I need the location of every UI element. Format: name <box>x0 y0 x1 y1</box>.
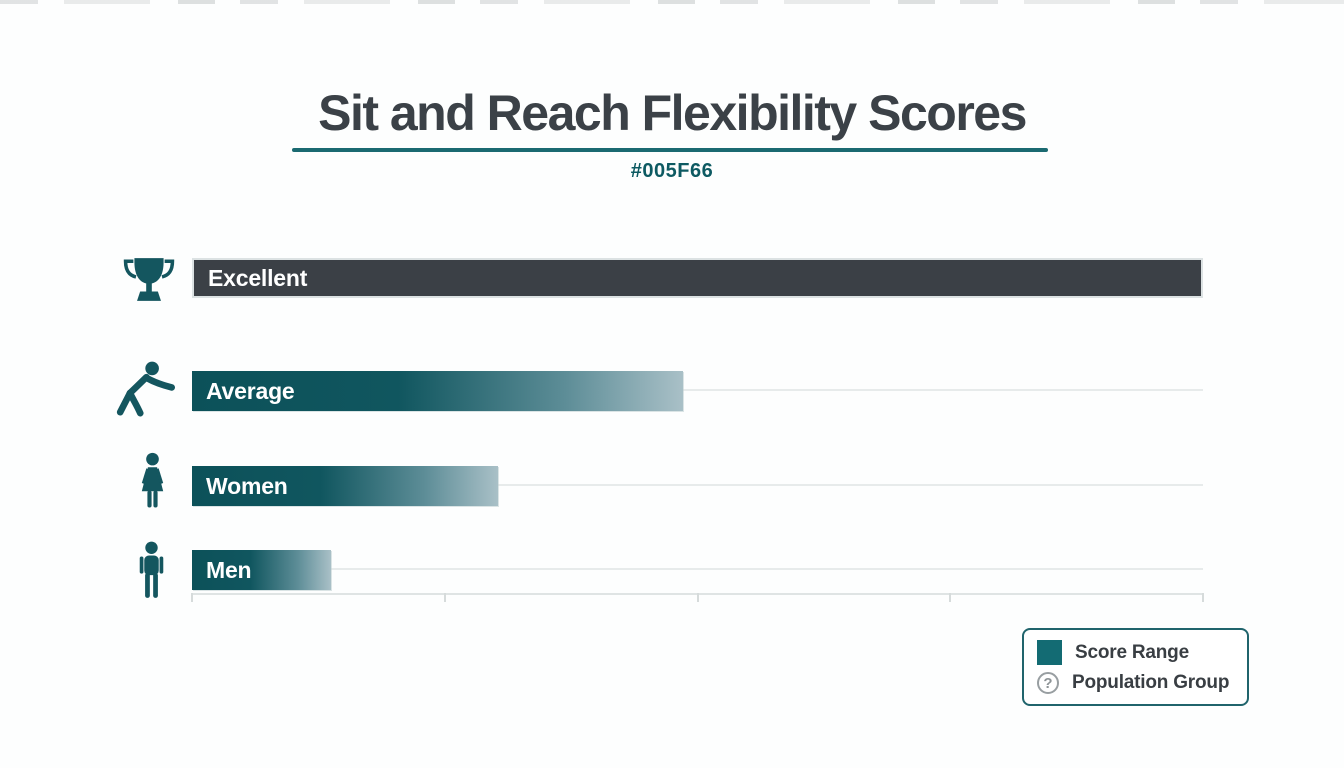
gridline <box>192 389 1203 391</box>
bar-row-average: Average <box>192 371 1203 411</box>
legend-label: Population Group <box>1072 672 1230 693</box>
title-underline <box>292 148 1048 152</box>
gridline <box>192 484 1203 486</box>
stretching-person-icon <box>114 359 182 424</box>
gridline <box>192 568 1203 570</box>
score-range-swatch-icon <box>1037 640 1062 665</box>
man-icon <box>136 541 167 605</box>
bar-label: Average <box>206 377 295 404</box>
question-mark-icon: ? <box>1037 672 1059 694</box>
subtitle-color-code: #005F66 <box>630 160 714 182</box>
bar-label: Men <box>206 556 252 583</box>
bar-label: Women <box>206 472 288 499</box>
page-title: Sit and Reach Flexibility Scores <box>318 85 1027 141</box>
bar-men: Men <box>192 550 331 590</box>
legend: Score Range ? Population Group <box>1022 628 1249 706</box>
axis-tick <box>443 593 446 602</box>
axis-tick <box>696 593 699 602</box>
trophy-icon <box>121 254 177 309</box>
axis-tick <box>1202 593 1204 602</box>
bar-row-men: Men <box>192 550 1203 590</box>
bar-average: Average <box>192 371 684 411</box>
bar-women: Women <box>192 466 499 506</box>
legend-item-population-group: ? Population Group <box>1037 672 1234 694</box>
axis-tick <box>191 593 193 602</box>
bar-row-women: Women <box>192 466 1203 506</box>
legend-label: Score Range <box>1075 641 1189 663</box>
legend-item-score-range: Score Range <box>1037 640 1234 665</box>
bar-row-excellent: Excellent <box>192 258 1203 298</box>
woman-icon <box>136 452 169 514</box>
bar-label: Excellent <box>208 264 308 291</box>
bar-excellent: Excellent <box>192 258 1203 298</box>
axis-tick <box>949 593 952 602</box>
decorative-top-edge <box>0 0 1344 4</box>
